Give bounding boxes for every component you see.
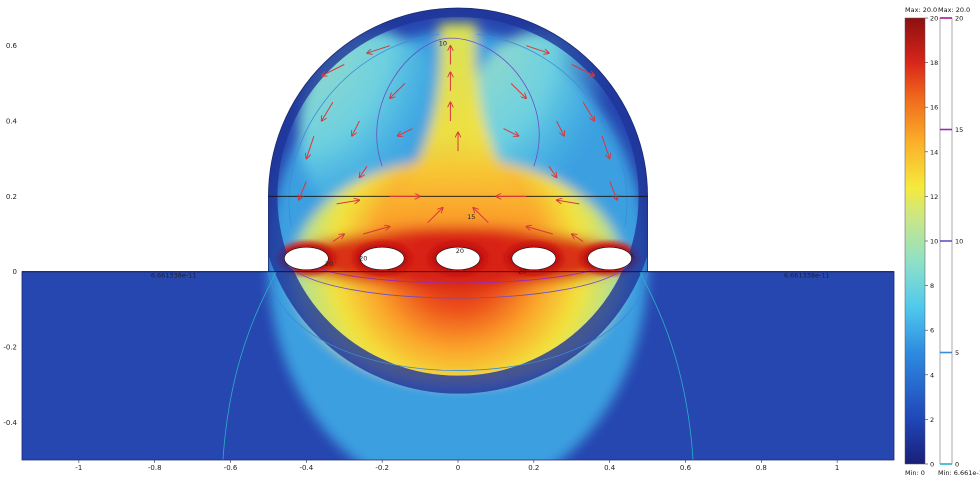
contour-colorbar-tick-label: 5 bbox=[955, 349, 959, 357]
x-tick-label: 0.6 bbox=[680, 464, 692, 472]
x-tick-label: 1 bbox=[835, 464, 839, 472]
flow-arrow bbox=[548, 165, 557, 177]
contour-line bbox=[376, 37, 540, 167]
x-tick-label: -0.6 bbox=[224, 464, 238, 472]
flow-arrow bbox=[526, 226, 553, 235]
x-tick-label: -0.4 bbox=[300, 464, 314, 472]
surface-colorbar-ramp bbox=[904, 17, 926, 465]
contour-line bbox=[639, 271, 694, 460]
contour-colorbar: Max: 20.0 20 15 10 5 0 Min: 6.661e-11 bbox=[938, 6, 980, 477]
contour-colorbar-min: Min: 6.661e-11 bbox=[938, 469, 980, 477]
flow-arrow bbox=[556, 120, 565, 136]
flow-arrow bbox=[390, 82, 406, 98]
y-tick-label: 0.2 bbox=[6, 193, 17, 201]
flow-arrow bbox=[582, 101, 594, 121]
contour-label: 10 bbox=[439, 40, 447, 48]
x-tick-label: 0 bbox=[456, 464, 460, 472]
contour-colorbar-tick-label: 10 bbox=[955, 238, 963, 246]
flow-arrows bbox=[299, 46, 617, 242]
y-tick-label: 0.4 bbox=[6, 118, 18, 126]
surface-colorbar-tick-label: 16 bbox=[930, 104, 938, 112]
holes bbox=[284, 246, 632, 271]
flow-arrow bbox=[571, 64, 595, 76]
surface-colorbar-tick-label: 10 bbox=[930, 238, 938, 246]
contour-line bbox=[287, 263, 629, 299]
x-axis-ticks: -1 -0.8 -0.6 -0.4 -0.2 0 0.2 0.4 0.6 0.8 1 bbox=[75, 460, 839, 472]
flow-arrow bbox=[359, 165, 368, 177]
flow-arrow bbox=[332, 234, 344, 242]
flow-arrow bbox=[367, 45, 390, 54]
x-tick-label: 0.4 bbox=[604, 464, 616, 472]
contour-colorbar-max: Max: 20.0 bbox=[938, 6, 970, 14]
contour-line bbox=[298, 260, 618, 284]
x-tick-label: -1 bbox=[75, 464, 82, 472]
flow-arrow bbox=[609, 181, 618, 200]
flow-arrow bbox=[352, 120, 360, 136]
x-tick-label: 0.2 bbox=[528, 464, 539, 472]
y-axis-ticks: 0.6 0.4 0.2 0 -0.2 -0.4 bbox=[3, 42, 17, 427]
boundary-label: 6.661338e-11 bbox=[784, 271, 830, 279]
flow-arrow bbox=[363, 226, 390, 235]
flow-arrow bbox=[601, 135, 610, 159]
hole bbox=[359, 246, 405, 271]
surface-colorbar-tick-label: 12 bbox=[930, 193, 938, 201]
flow-arrow bbox=[572, 234, 584, 242]
flow-arrow bbox=[397, 128, 413, 137]
contour-label: 20 bbox=[325, 260, 333, 268]
surface-colorbar-tick-label: 4 bbox=[930, 371, 934, 379]
flow-arrow bbox=[557, 200, 580, 205]
x-tick-label: 0.8 bbox=[756, 464, 767, 472]
flow-arrow bbox=[299, 181, 307, 200]
surface-colorbar-min: Min: 0 bbox=[905, 469, 925, 477]
flow-arrow bbox=[526, 45, 549, 54]
contour-colorbar-tick-label: 15 bbox=[955, 126, 963, 134]
surface-colorbar-tick-label: 2 bbox=[930, 416, 934, 424]
contour-labels: 10 15 20 20 20 20 5 bbox=[325, 40, 635, 276]
field-stem bbox=[367, 23, 549, 227]
flow-arrow bbox=[322, 101, 334, 121]
y-tick-label: 0.6 bbox=[6, 42, 18, 50]
contour-colorbar-tick-label: 20 bbox=[955, 15, 963, 23]
y-tick-label: -0.4 bbox=[3, 419, 17, 427]
hole bbox=[587, 246, 632, 271]
hole bbox=[511, 246, 557, 271]
surface-colorbar-tick-label: 6 bbox=[930, 327, 934, 335]
hole bbox=[435, 246, 481, 271]
contour-label: 20 bbox=[456, 247, 464, 255]
contour-label: 20 bbox=[359, 254, 367, 262]
boundary-labels: 6.661338e-11 6.661338e-11 bbox=[151, 271, 830, 279]
surface-colorbar-tick-label: 0 bbox=[930, 461, 934, 469]
contour-line bbox=[476, 33, 628, 227]
x-tick-label: -0.2 bbox=[375, 464, 389, 472]
y-tick-label: 0 bbox=[13, 268, 17, 276]
domain-outline bbox=[21, 7, 895, 461]
surface-colorbar-tick-label: 8 bbox=[930, 282, 934, 290]
contour-colorbar-tick-label: 0 bbox=[955, 461, 959, 469]
contour-label: 5 bbox=[630, 252, 634, 260]
boundary-label: 6.661338e-11 bbox=[151, 271, 197, 279]
contour-line bbox=[288, 33, 440, 227]
flow-arrow bbox=[322, 64, 345, 76]
hole bbox=[284, 246, 329, 271]
contour-label: 15 bbox=[467, 213, 475, 221]
flow-arrow bbox=[510, 82, 526, 98]
flow-arrow bbox=[306, 135, 315, 159]
flow-arrow bbox=[503, 128, 518, 137]
y-tick-label: -0.2 bbox=[3, 344, 17, 352]
surface-colorbar-tick-label: 20 bbox=[930, 15, 938, 23]
contour-label: 20 bbox=[518, 268, 526, 276]
surface-colorbar-tick-label: 14 bbox=[930, 148, 938, 156]
contour-line bbox=[222, 271, 277, 460]
flow-arrow bbox=[336, 200, 360, 205]
flow-arrow bbox=[473, 208, 489, 224]
axes: -1 -0.8 -0.6 -0.4 -0.2 0 0.2 0.4 0.6 0.8 1 0.60.40… bbox=[3, 42, 839, 472]
surface-colorbar-tick-label: 18 bbox=[930, 59, 938, 67]
x-tick-label: -0.8 bbox=[148, 464, 162, 472]
flow-arrow bbox=[427, 208, 443, 224]
surface-colorbar-max: Max: 20.0 bbox=[905, 6, 937, 14]
